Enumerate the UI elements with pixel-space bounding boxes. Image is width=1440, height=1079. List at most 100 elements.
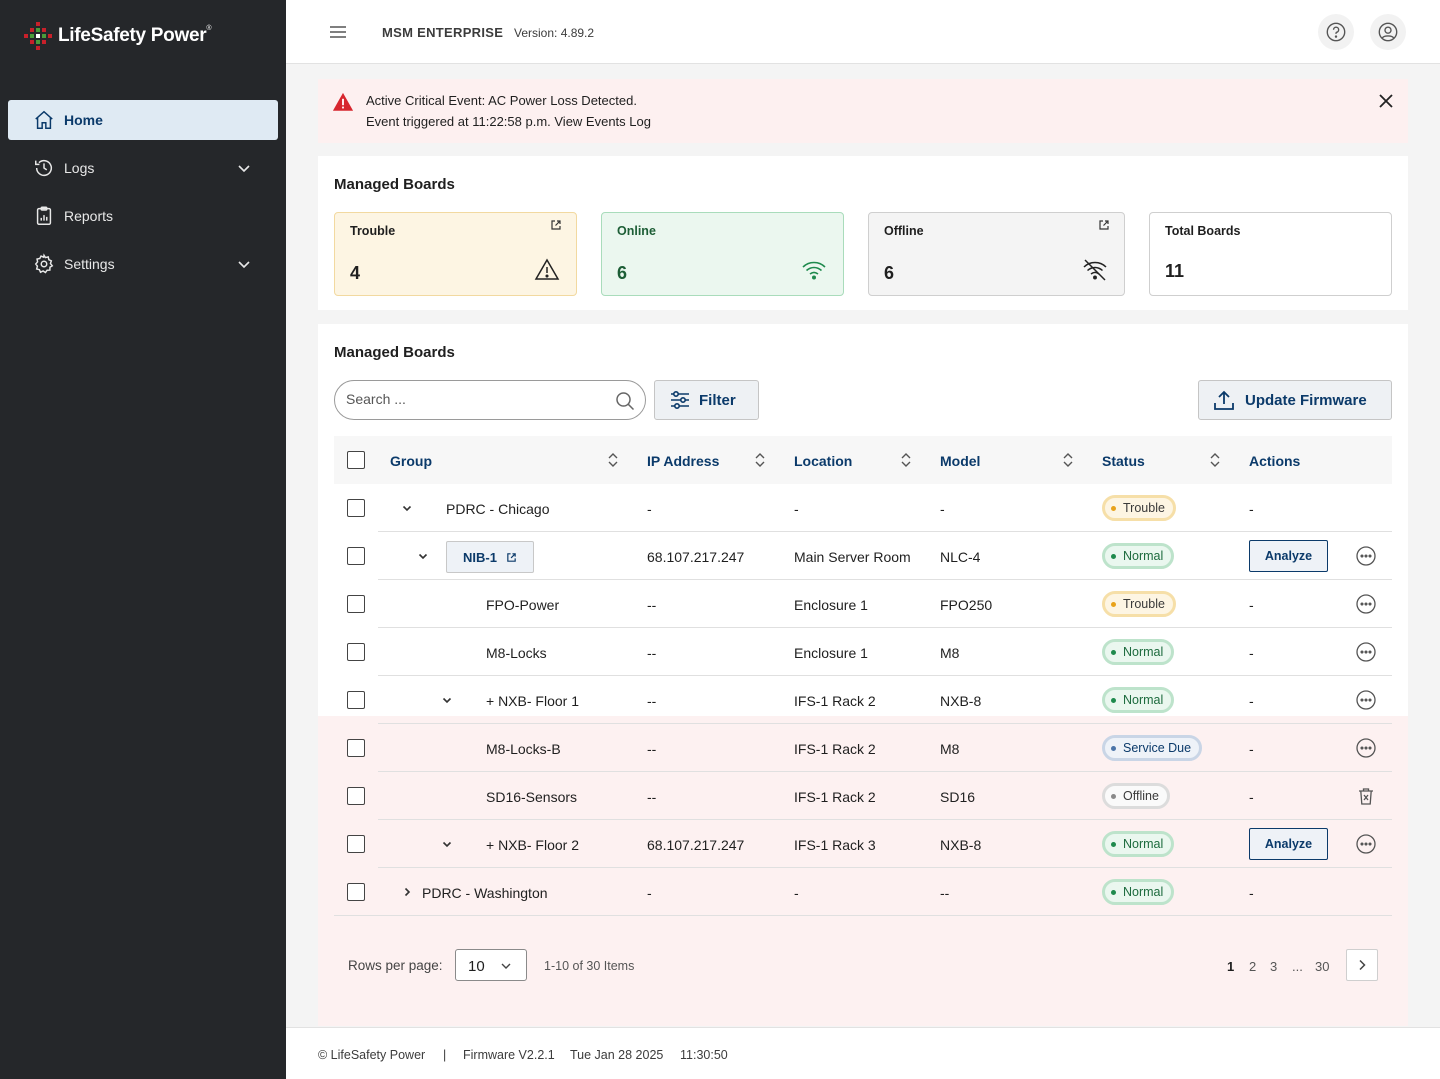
more-options-icon[interactable] xyxy=(1356,834,1376,854)
delete-icon[interactable] xyxy=(1356,786,1376,806)
page-30[interactable]: 30 xyxy=(1315,959,1330,974)
app-title: MSM ENTERPRISE xyxy=(382,25,504,40)
card-online[interactable]: Online 6 xyxy=(601,212,844,296)
sidebar-item-settings[interactable]: Settings xyxy=(8,244,278,284)
page-3[interactable]: 3 xyxy=(1270,959,1278,974)
column-header-status[interactable]: Status xyxy=(1102,453,1145,469)
cell-location: Main Server Room xyxy=(794,549,911,565)
select-all-checkbox[interactable] xyxy=(347,451,365,469)
sort-icon[interactable] xyxy=(754,452,766,468)
row-checkbox[interactable] xyxy=(347,595,365,613)
card-trouble[interactable]: Trouble 4 xyxy=(334,212,577,296)
column-header-group[interactable]: Group xyxy=(390,453,432,469)
chevron-down-icon[interactable] xyxy=(236,160,252,176)
hamburger-menu-icon[interactable] xyxy=(328,22,348,42)
column-header-model[interactable]: Model xyxy=(940,453,981,469)
table-row[interactable]: NIB-1 68.107.217.247 Main Server Room NL… xyxy=(334,532,1392,580)
filter-label: Filter xyxy=(699,391,736,409)
card-total-boards[interactable]: Total Boards 11 xyxy=(1149,212,1392,296)
more-options-icon[interactable] xyxy=(1356,690,1376,710)
cell-model: - xyxy=(940,501,945,517)
rows-per-page-value: 10 xyxy=(468,958,485,975)
table-row[interactable]: M8-Locks -- Enclosure 1 M8 Normal - xyxy=(334,628,1392,676)
help-button[interactable] xyxy=(1318,14,1354,50)
close-icon[interactable] xyxy=(1378,93,1394,109)
table-row[interactable]: M8-Locks-B -- IFS-1 Rack 2 M8 Service Du… xyxy=(334,724,1392,772)
chevron-down-icon[interactable] xyxy=(440,693,454,707)
external-link-icon[interactable] xyxy=(550,219,562,231)
sidebar-nav: Home Logs Reports Settings xyxy=(8,100,278,292)
row-checkbox[interactable] xyxy=(347,643,365,661)
row-checkbox[interactable] xyxy=(347,691,365,709)
footer: © LifeSafety Power | Firmware V2.2.1 Tue… xyxy=(286,1027,1440,1079)
table-row[interactable]: + NXB- Floor 1 -- IFS-1 Rack 2 NXB-8 Nor… xyxy=(334,676,1392,724)
footer-copyright: © LifeSafety Power xyxy=(318,1048,426,1062)
column-header-ip-address[interactable]: IP Address xyxy=(647,453,720,469)
user-profile-button[interactable] xyxy=(1370,14,1406,50)
external-link-icon[interactable] xyxy=(1098,219,1110,231)
more-options-icon[interactable] xyxy=(1356,594,1376,614)
alert-detail[interactable]: Event triggered at 11:22:58 p.m. View Ev… xyxy=(366,114,651,129)
cell-group: M8-Locks-B xyxy=(486,741,561,757)
sidebar-item-home[interactable]: Home xyxy=(8,100,278,140)
chevron-down-icon[interactable] xyxy=(400,501,414,515)
board-link-label: NIB-1 xyxy=(463,549,497,565)
chevron-down-icon[interactable] xyxy=(440,837,454,851)
search-box[interactable] xyxy=(334,380,646,420)
update-firmware-button[interactable]: Update Firmware xyxy=(1198,380,1392,420)
cell-group: SD16-Sensors xyxy=(486,789,578,805)
cell-group: + NXB- Floor 2 xyxy=(486,837,579,853)
summary-panel: Managed Boards Trouble 4 Online 6 Offlin… xyxy=(318,156,1408,310)
footer-separator: | xyxy=(443,1048,447,1062)
search-input[interactable] xyxy=(346,391,606,407)
chevron-down-icon[interactable] xyxy=(236,256,252,272)
page-2[interactable]: 2 xyxy=(1249,959,1257,974)
column-header-location[interactable]: Location xyxy=(794,453,853,469)
table-row[interactable]: FPO-Power -- Enclosure 1 FPO250 Trouble … xyxy=(334,580,1392,628)
cell-action: - xyxy=(1249,885,1254,901)
search-icon[interactable] xyxy=(615,391,635,411)
sort-icon[interactable] xyxy=(607,452,619,468)
more-options-icon[interactable] xyxy=(1356,546,1376,566)
table-row[interactable]: SD16-Sensors -- IFS-1 Rack 2 SD16 Offlin… xyxy=(334,772,1392,820)
status-badge: Normal xyxy=(1102,831,1175,857)
sidebar-item-reports[interactable]: Reports xyxy=(8,196,278,236)
table-row[interactable]: + NXB- Floor 2 68.107.217.247 IFS-1 Rack… xyxy=(334,820,1392,868)
chevron-down-icon[interactable] xyxy=(416,549,430,563)
more-options-icon[interactable] xyxy=(1356,738,1376,758)
page-ellipsis: ... xyxy=(1292,959,1303,974)
chevron-right-icon xyxy=(1359,959,1366,971)
analyze-button[interactable]: Analyze xyxy=(1249,828,1328,860)
rows-per-page-select[interactable]: 10 xyxy=(455,949,527,981)
more-options-icon[interactable] xyxy=(1356,642,1376,662)
table-row[interactable]: PDRC - Washington - - -- Normal - xyxy=(334,868,1392,916)
status-badge: Normal xyxy=(1102,687,1175,713)
brand-logo[interactable]: LifeSafety Power® xyxy=(24,20,211,52)
chevron-right-icon[interactable] xyxy=(400,885,414,899)
sort-icon[interactable] xyxy=(1062,452,1074,468)
analyze-button[interactable]: Analyze xyxy=(1249,540,1328,572)
row-checkbox[interactable] xyxy=(347,547,365,565)
board-link-nib-1[interactable]: NIB-1 xyxy=(446,541,534,573)
wifi-off-icon xyxy=(1083,259,1107,281)
rows-per-page-label: Rows per page: xyxy=(348,958,443,973)
filter-button[interactable]: Filter xyxy=(654,380,759,420)
row-checkbox[interactable] xyxy=(347,499,365,517)
row-checkbox[interactable] xyxy=(347,739,365,757)
upload-icon xyxy=(1214,390,1234,410)
sort-icon[interactable] xyxy=(1209,452,1221,468)
table-row[interactable]: PDRC - Chicago - - - Trouble - xyxy=(334,484,1392,532)
sidebar-item-logs[interactable]: Logs xyxy=(8,148,278,188)
row-checkbox[interactable] xyxy=(347,787,365,805)
row-checkbox[interactable] xyxy=(347,835,365,853)
next-page-button[interactable] xyxy=(1346,949,1378,981)
page-1[interactable]: 1 xyxy=(1227,959,1235,974)
card-label: Online xyxy=(617,224,656,238)
sort-icon[interactable] xyxy=(900,452,912,468)
row-checkbox[interactable] xyxy=(347,883,365,901)
cell-group: + NXB- Floor 1 xyxy=(486,693,579,709)
cell-model: M8 xyxy=(940,645,960,661)
card-offline[interactable]: Offline 6 xyxy=(868,212,1125,296)
chevron-down-icon xyxy=(501,963,511,969)
boards-table-container: Managed Boards Filter Update Firmware Gr… xyxy=(318,324,1408,1026)
